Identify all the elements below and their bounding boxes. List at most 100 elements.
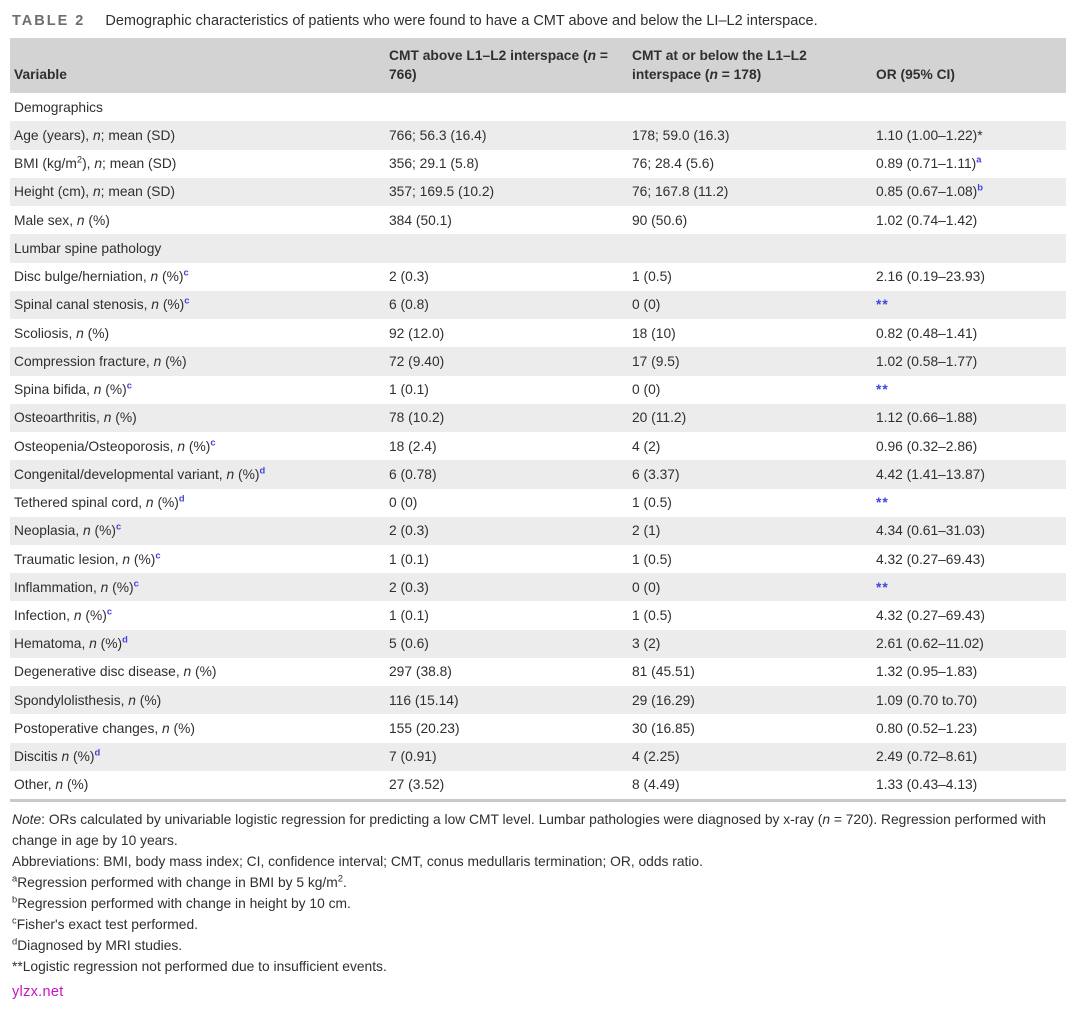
below-cell: 30 (16.85) — [632, 720, 695, 736]
or-cell: 1.12 (0.66–1.88) — [876, 410, 978, 426]
footnote-line: dDiagnosed by MRI studies. — [12, 936, 183, 953]
variable-cell: Infection, n (%)c — [14, 606, 113, 623]
above-cell: 384 (50.1) — [389, 212, 452, 228]
above-cell: 766; 56.3 (16.4) — [389, 127, 487, 143]
table-row: Congenital/developmental variant, n (%)d… — [10, 460, 1066, 489]
variable-cell: Age (years), n; mean (SD) — [14, 127, 176, 143]
header-variable: Variable — [10, 38, 385, 94]
above-cell: 357; 169.5 (10.2) — [389, 184, 495, 200]
below-cell: 4 (2) — [632, 438, 661, 454]
table-row: Neoplasia, n (%)c 2 (0.3) 2 (1) 4.34 (0.61–… — [10, 516, 1066, 545]
variable-cell: Osteopenia/Osteoporosis, n (%)c — [14, 436, 216, 454]
below-cell: 0 (0) — [632, 579, 661, 595]
footnote-line: cFisher's exact test performed. — [12, 915, 198, 932]
or-cell: 4.34 (0.61–31.03) — [876, 523, 985, 539]
footnote-line: aRegression performed with change in BMI… — [12, 873, 347, 891]
table-header-row: Variable CMT above L1–L2 interspace (n =… — [10, 38, 1066, 94]
watermark: ylzx.net — [12, 984, 64, 1000]
below-cell: 90 (50.6) — [632, 212, 688, 228]
header-cmt-below: CMT at or below the L1–L2 interspace (n … — [628, 38, 872, 94]
table-row: Inflammation, n (%)c 2 (0.3) 0 (0) ** — [10, 573, 1066, 602]
table-row: Disc bulge/herniation, n (%)c 2 (0.3) 1 (0… — [10, 263, 1066, 291]
table-number-label: TABLE 2 — [12, 13, 86, 29]
header-or-ci: OR (95% CI) — [872, 38, 1066, 94]
or-cell: 2.61 (0.62–11.02) — [876, 636, 984, 652]
or-cell: 4.32 (0.27–69.43) — [876, 607, 985, 623]
below-cell: 17 (9.5) — [632, 353, 680, 369]
variable-cell: Scoliosis, n (%) — [14, 325, 110, 341]
variable-cell: Discitis n (%)d — [14, 747, 101, 765]
or-cell: ** — [876, 297, 889, 313]
table-row: Postoperative changes, n (%) 155 (20.23) 3… — [10, 714, 1066, 742]
below-cell: 1 (0.5) — [632, 607, 672, 623]
section-label: Demographics — [14, 99, 103, 115]
table-row: Discitis n (%)d 7 (0.91) 4 (2.25) 2.49 (0.7… — [10, 742, 1066, 771]
or-cell: 1.32 (0.95–1.83) — [876, 664, 978, 680]
variable-cell: Neoplasia, n (%)c — [14, 521, 122, 539]
variable-cell: Height (cm), n; mean (SD) — [14, 184, 176, 200]
table-row: Hematoma, n (%)d 5 (0.6) 3 (2) 2.61 (0.62–1… — [10, 629, 1066, 658]
above-cell: 72 (9.40) — [389, 353, 445, 369]
footnotes-block: Note: ORs calculated by univariable logi… — [12, 810, 1068, 978]
table-row: Degenerative disc disease, n (%) 297 (38.… — [10, 658, 1066, 686]
below-cell: 4 (2.25) — [632, 749, 680, 765]
above-cell: 1 (0.1) — [389, 551, 429, 567]
below-cell: 2 (1) — [632, 523, 661, 539]
table-row: Spondylolisthesis, n (%) 116 (15.14) 29 (1… — [10, 686, 1066, 715]
below-cell: 29 (16.29) — [632, 692, 695, 708]
above-cell: 155 (20.23) — [389, 720, 460, 736]
or-cell: 0.82 (0.48–1.41) — [876, 325, 978, 341]
above-cell: 78 (10.2) — [389, 410, 445, 426]
variable-cell: Inflammation, n (%)c — [14, 578, 139, 595]
below-cell: 76; 167.8 (11.2) — [632, 184, 729, 200]
above-cell: 0 (0) — [389, 495, 418, 511]
or-cell: 0.85 (0.67–1.08)b — [876, 182, 983, 200]
above-cell: 116 (15.14) — [389, 692, 459, 708]
variable-cell: Tethered spinal cord, n (%)d — [14, 493, 185, 511]
or-cell: ** — [876, 382, 889, 398]
footnote-line: Note: ORs calculated by univariable logi… — [12, 812, 1046, 849]
table-row: Osteoarthritis, n (%) 78 (10.2) 20 (11.2) 1… — [10, 403, 1066, 433]
table-row: Scoliosis, n (%) 92 (12.0) 18 (10) 0.82 (0.… — [10, 319, 1066, 347]
variable-cell: Hematoma, n (%)d — [14, 634, 128, 652]
demographics-table: Variable CMT above L1–L2 interspace (n =… — [10, 38, 1066, 803]
below-cell: 178; 59.0 (16.3) — [632, 127, 730, 143]
below-cell: 20 (11.2) — [632, 410, 687, 426]
above-cell: 297 (38.8) — [389, 664, 452, 680]
below-cell: 1 (0.5) — [632, 495, 672, 511]
table-row: Infection, n (%)c 1 (0.1) 1 (0.5) 4.32 (0.2… — [10, 601, 1066, 629]
variable-cell: Traumatic lesion, n (%)c — [14, 549, 161, 567]
or-cell: 1.02 (0.58–1.77) — [876, 353, 978, 369]
below-cell: 8 (4.49) — [632, 777, 680, 793]
variable-cell: Male sex, n (%) — [14, 212, 110, 228]
or-cell: 2.49 (0.72–8.61) — [876, 749, 978, 765]
variable-cell: Compression fracture, n (%) — [14, 353, 187, 369]
footnote-line: bRegression performed with change in hei… — [12, 894, 351, 911]
section-row: Lumbar spine pathology — [10, 234, 1066, 263]
above-cell: 2 (0.3) — [389, 269, 429, 285]
above-cell: 7 (0.91) — [389, 749, 437, 765]
above-cell: 6 (0.8) — [389, 297, 429, 313]
below-cell: 1 (0.5) — [632, 551, 672, 567]
below-cell: 1 (0.5) — [632, 269, 672, 285]
above-cell: 27 (3.52) — [389, 777, 445, 793]
table-row: Osteopenia/Osteoporosis, n (%)c 18 (2.4) 4… — [10, 432, 1066, 460]
below-cell: 76; 28.4 (5.6) — [632, 156, 715, 172]
variable-cell: Disc bulge/herniation, n (%)c — [14, 267, 189, 285]
variable-cell: Congenital/developmental variant, n (%)d — [14, 465, 266, 482]
table-row: Compression fracture, n (%) 72 (9.40) 17 (… — [10, 347, 1066, 376]
table-row: Age (years), n; mean (SD) 766; 56.3 (16.4… — [10, 121, 1066, 150]
or-cell: 0.89 (0.71–1.11)a — [876, 154, 982, 172]
above-cell: 5 (0.6) — [389, 636, 429, 652]
or-cell: 4.42 (1.41–13.87) — [876, 466, 985, 482]
variable-cell: Other, n (%) — [14, 777, 89, 793]
above-cell: 2 (0.3) — [389, 523, 429, 539]
or-cell: ** — [876, 495, 889, 511]
variable-cell: Spina bifida, n (%)c — [14, 380, 132, 398]
below-cell: 0 (0) — [632, 382, 661, 398]
above-cell: 92 (12.0) — [389, 325, 445, 341]
or-cell: 1.09 (0.70 to.70) — [876, 692, 978, 708]
variable-cell: Spinal canal stenosis, n (%)c — [14, 295, 190, 313]
table-title: TABLE 2 Demographic characteristics of pa… — [0, 0, 1080, 38]
